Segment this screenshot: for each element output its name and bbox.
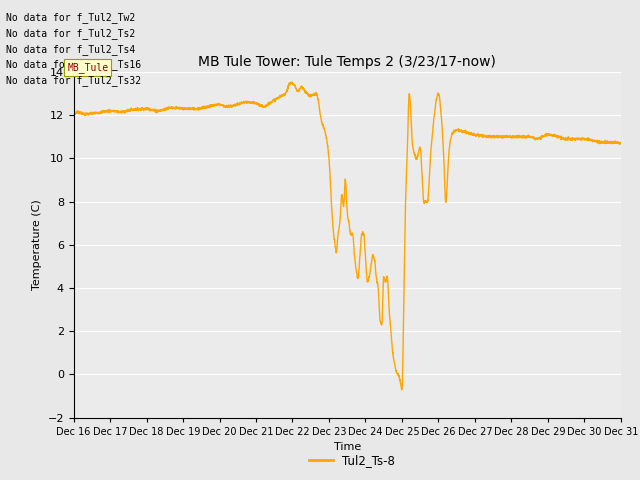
Text: No data for f_Tul2_Ts16: No data for f_Tul2_Ts16	[6, 60, 141, 71]
Y-axis label: Temperature (C): Temperature (C)	[32, 199, 42, 290]
Legend: Tul2_Ts-8: Tul2_Ts-8	[304, 449, 400, 472]
Text: No data for f_Tul2_Ts2: No data for f_Tul2_Ts2	[6, 28, 136, 39]
Text: No data for f_Tul2_Ts4: No data for f_Tul2_Ts4	[6, 44, 136, 55]
Text: No data for f_Tul2_Tw2: No data for f_Tul2_Tw2	[6, 12, 136, 23]
Text: MB_Tule: MB_Tule	[67, 62, 108, 73]
Title: MB Tule Tower: Tule Temps 2 (3/23/17-now): MB Tule Tower: Tule Temps 2 (3/23/17-now…	[198, 56, 496, 70]
Text: No data for f_Tul2_Ts32: No data for f_Tul2_Ts32	[6, 75, 141, 86]
X-axis label: Time: Time	[333, 442, 361, 452]
